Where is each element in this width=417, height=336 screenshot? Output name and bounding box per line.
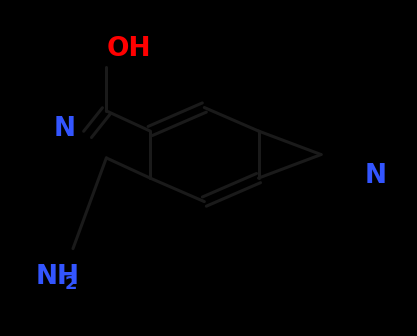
Text: N: N [365,163,387,190]
Text: N: N [54,116,75,142]
Text: OH: OH [106,36,151,62]
Text: NH: NH [35,264,80,290]
Text: 2: 2 [65,275,77,293]
